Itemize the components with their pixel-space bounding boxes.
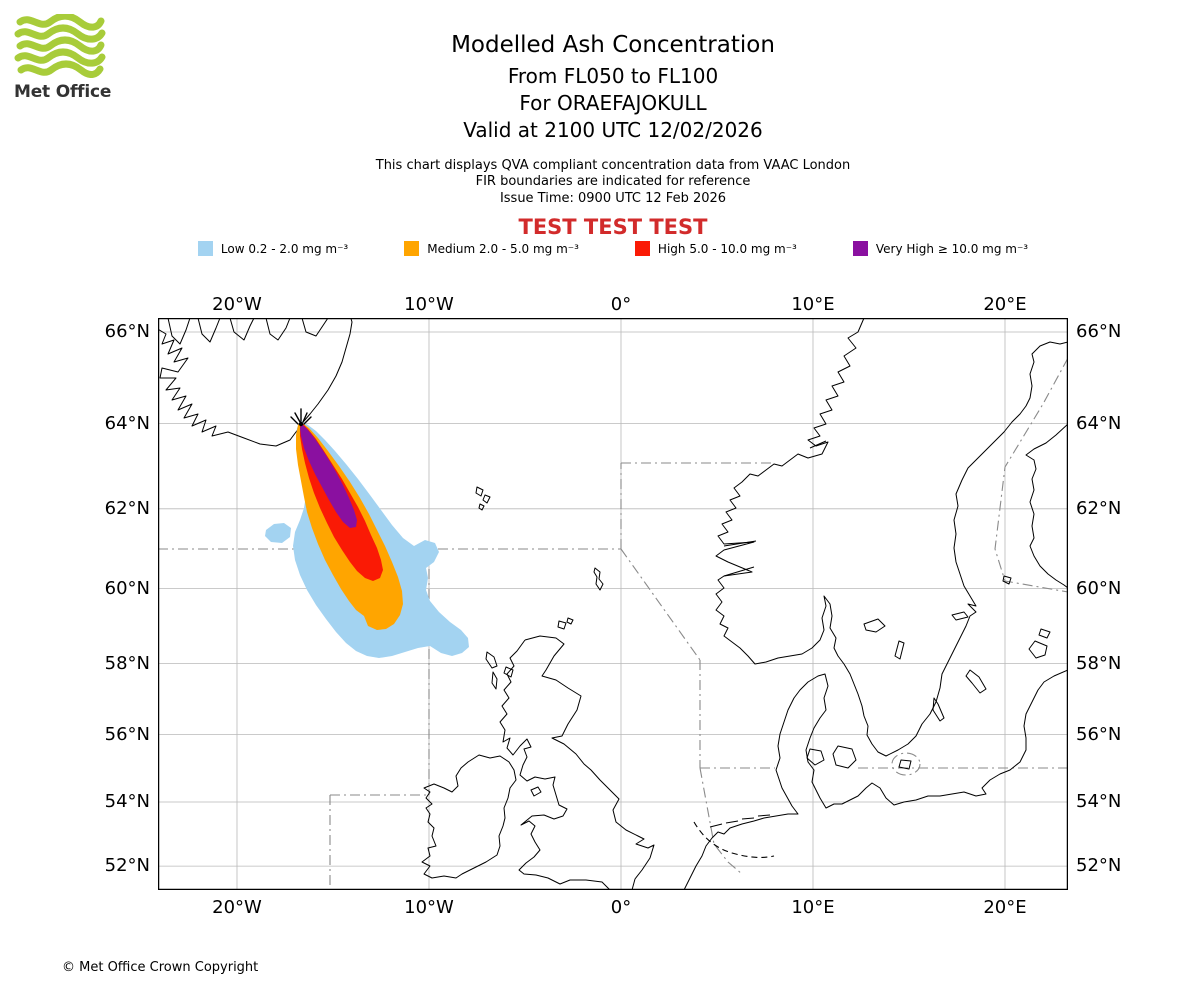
very-high-swatch-icon bbox=[852, 241, 868, 256]
coast-continental-europe bbox=[683, 669, 1068, 890]
lon-label-bottom: 0° bbox=[610, 897, 632, 918]
lon-label-top: 10°E bbox=[791, 294, 835, 315]
logo-waves-icon bbox=[14, 14, 106, 78]
lat-label-right: 52°N bbox=[1076, 855, 1122, 876]
legend-item-high: High 5.0 - 10.0 mg m⁻³ bbox=[634, 241, 797, 256]
coast-ireland bbox=[421, 754, 517, 879]
map-svg bbox=[158, 318, 1068, 890]
lat-label-right: 60°N bbox=[1076, 578, 1122, 599]
legend-item-medium: Medium 2.0 - 5.0 mg m⁻³ bbox=[404, 241, 579, 256]
lat-label-right: 66°N bbox=[1076, 321, 1122, 342]
lat-label-left: 54°N bbox=[104, 791, 150, 812]
frisian-islands bbox=[709, 814, 771, 828]
low-swatch-icon bbox=[197, 241, 213, 256]
coastlines bbox=[158, 318, 1068, 890]
lon-label-bottom: 10°E bbox=[791, 897, 835, 918]
met-office-logo: Met Office bbox=[14, 14, 124, 102]
test-banner: TEST TEST TEST bbox=[518, 215, 708, 239]
graticule bbox=[158, 318, 1068, 890]
lat-label-right: 62°N bbox=[1076, 498, 1122, 519]
lat-label-left: 60°N bbox=[104, 578, 150, 599]
copyright: © Met Office Crown Copyright bbox=[62, 960, 259, 975]
lat-label-left: 58°N bbox=[104, 653, 150, 674]
subtitle-volcano: For ORAEFAJOKULL bbox=[519, 91, 707, 115]
lon-label-top: 20°W bbox=[212, 294, 262, 315]
coast-scottish-isles bbox=[485, 567, 604, 797]
legend-item-very-high: Very High ≥ 10.0 mg m⁻³ bbox=[852, 241, 1029, 256]
lon-label-bottom: 10°W bbox=[404, 897, 454, 918]
legend-label: Very High ≥ 10.0 mg m⁻³ bbox=[875, 241, 1029, 256]
note-issue-time: Issue Time: 0900 UTC 12 Feb 2026 bbox=[499, 191, 727, 206]
lat-label-right: 54°N bbox=[1076, 791, 1122, 812]
note-qva: This chart displays QVA compliant concen… bbox=[375, 158, 851, 173]
legend-item-low: Low 0.2 - 2.0 mg m⁻³ bbox=[197, 241, 349, 256]
lat-label-left: 62°N bbox=[104, 498, 150, 519]
fjord-lines bbox=[723, 440, 827, 577]
coast-baltic-islands bbox=[806, 575, 1051, 770]
medium-swatch-icon bbox=[404, 241, 420, 256]
legend-label: Low 0.2 - 2.0 mg m⁻³ bbox=[220, 241, 349, 256]
fir-boundaries bbox=[158, 357, 1068, 890]
lat-label-left: 64°N bbox=[104, 413, 150, 434]
coast-iceland bbox=[158, 318, 353, 447]
lon-label-top: 0° bbox=[610, 294, 632, 315]
lat-label-right: 64°N bbox=[1076, 413, 1122, 434]
high-swatch-icon bbox=[634, 241, 650, 256]
ash-plume-very-high bbox=[300, 424, 357, 528]
legend: Low 0.2 - 2.0 mg m⁻³ Medium 2.0 - 5.0 mg… bbox=[26, 241, 1200, 256]
logo-wordmark: Met Office bbox=[14, 82, 112, 102]
lat-label-right: 58°N bbox=[1076, 653, 1122, 674]
legend-label: High 5.0 - 10.0 mg m⁻³ bbox=[657, 241, 797, 256]
volcano-icon bbox=[290, 408, 312, 427]
lat-label-left: 52°N bbox=[104, 855, 150, 876]
lat-label-left: 56°N bbox=[104, 724, 150, 745]
note-fir: FIR boundaries are indicated for referen… bbox=[475, 174, 751, 189]
lon-label-top: 20°E bbox=[983, 294, 1027, 315]
lon-label-bottom: 20°E bbox=[983, 897, 1027, 918]
lon-label-top: 10°W bbox=[404, 294, 454, 315]
lat-label-right: 56°N bbox=[1076, 724, 1122, 745]
legend-label: Medium 2.0 - 5.0 mg m⁻³ bbox=[427, 241, 579, 256]
lat-label-left: 66°N bbox=[104, 321, 150, 342]
subtitle-flight-levels: From FL050 to FL100 bbox=[507, 64, 719, 88]
coast-great-britain bbox=[499, 635, 655, 890]
page-title: Modelled Ash Concentration bbox=[451, 32, 775, 58]
coast-scandinavia bbox=[715, 318, 1068, 757]
map-border bbox=[158, 318, 1068, 890]
dashed-area-boundary bbox=[693, 821, 775, 859]
lakes-sweden bbox=[863, 611, 969, 660]
lon-label-bottom: 20°W bbox=[212, 897, 262, 918]
coast-finland bbox=[1025, 423, 1068, 589]
subtitle-valid-time: Valid at 2100 UTC 12/02/2026 bbox=[463, 118, 763, 142]
coast-faroes bbox=[475, 486, 491, 511]
